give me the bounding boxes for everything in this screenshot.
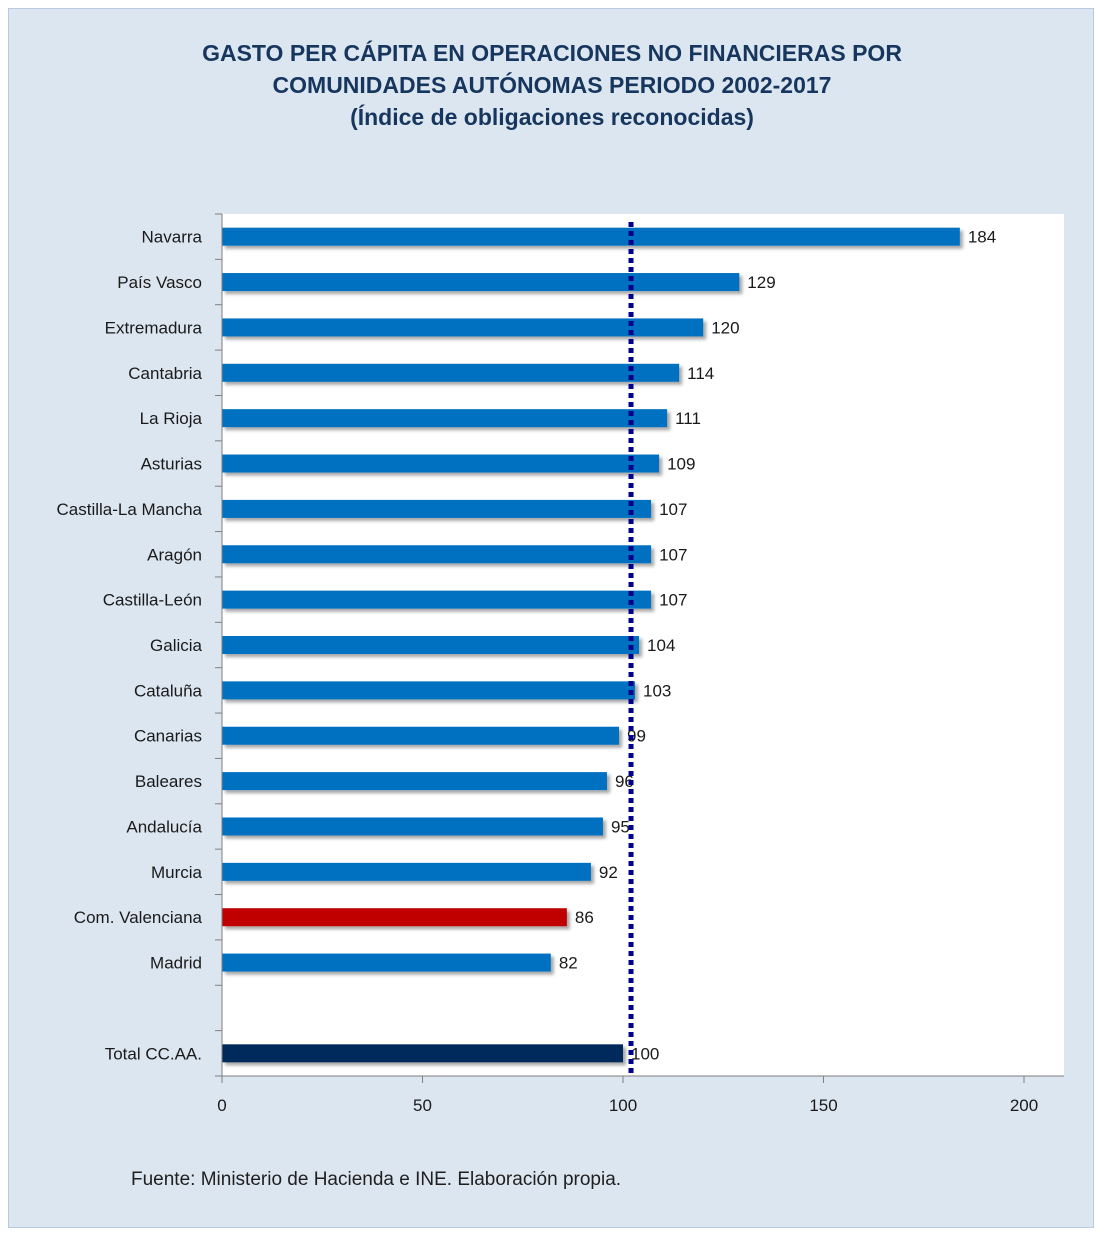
category-label-pais-vasco: País Vasco	[117, 273, 202, 292]
value-label-andalucia: 95	[611, 817, 630, 836]
source-note: Fuente: Ministerio de Hacienda e INE. El…	[131, 1169, 622, 1190]
value-label-com-valenciana: 86	[575, 908, 594, 927]
bar-cantabria	[222, 363, 680, 382]
value-label-navarra: 184	[968, 228, 996, 247]
category-label-total-cc-aa: Total CC.AA.	[105, 1044, 202, 1063]
category-label-extremadura: Extremadura	[105, 318, 203, 337]
category-label-andalucia: Andalucía	[126, 817, 202, 836]
chart-title-line-1: GASTO PER CÁPITA EN OPERACIONES NO FINAN…	[202, 40, 902, 66]
value-label-aragon: 107	[659, 545, 687, 564]
category-label-murcia: Murcia	[151, 863, 203, 882]
category-label-aragon: Aragón	[147, 545, 202, 564]
category-label-madrid: Madrid	[150, 954, 202, 973]
value-label-cataluna: 103	[643, 681, 671, 700]
category-label-galicia: Galicia	[150, 636, 203, 655]
value-label-pais-vasco: 129	[747, 273, 775, 292]
chart-title-line-3: (Índice de obligaciones reconocidas)	[350, 104, 754, 130]
x-tick-label-50: 50	[413, 1096, 432, 1115]
value-label-extremadura: 120	[711, 318, 739, 337]
category-label-baleares: Baleares	[135, 772, 202, 791]
value-label-galicia: 104	[647, 636, 675, 655]
bar-baleares	[222, 772, 607, 791]
bar-andalucia	[222, 817, 603, 836]
category-label-navarra: Navarra	[142, 228, 203, 247]
x-tick-label-200: 200	[1010, 1096, 1038, 1115]
chart-title: GASTO PER CÁPITA EN OPERACIONES NO FINAN…	[9, 37, 1095, 133]
bar-madrid	[222, 953, 551, 972]
value-label-cantabria: 114	[687, 364, 714, 383]
value-label-castilla-leon: 107	[659, 591, 687, 610]
category-label-castilla-leon: Castilla-León	[103, 591, 202, 610]
value-label-murcia: 92	[599, 863, 618, 882]
value-label-la-rioja: 111	[675, 409, 701, 428]
x-tick-label-0: 0	[217, 1096, 226, 1115]
value-label-madrid: 82	[559, 954, 578, 973]
category-label-cantabria: Cantabria	[128, 364, 202, 383]
bar-galicia	[222, 636, 640, 654]
bar-com-valenciana	[222, 908, 567, 927]
value-label-baleares: 96	[615, 772, 634, 791]
x-tick-label-150: 150	[809, 1096, 837, 1115]
bar-pais-vasco	[222, 273, 740, 292]
category-label-canarias: Canarias	[134, 727, 202, 746]
chart-title-line-2: COMUNIDADES AUTÓNOMAS PERIODO 2002-2017	[272, 72, 832, 98]
x-tick-label-100: 100	[609, 1096, 637, 1115]
bar-asturias	[222, 454, 660, 473]
value-label-castilla-la-mancha: 107	[659, 500, 687, 519]
bar-canarias	[222, 726, 619, 745]
category-label-la-rioja: La Rioja	[140, 409, 203, 428]
category-label-castilla-la-mancha: Castilla-La Mancha	[56, 500, 202, 519]
value-label-asturias: 109	[667, 455, 695, 474]
value-label-total-cc-aa: 100	[631, 1044, 659, 1063]
bar-murcia	[222, 862, 591, 881]
category-label-com-valenciana: Com. Valenciana	[74, 908, 203, 927]
bar-total-cc-aa	[222, 1044, 623, 1063]
category-label-asturias: Asturias	[141, 455, 202, 474]
bar-navarra	[222, 227, 960, 246]
bar-castilla-la-mancha	[222, 499, 652, 518]
bar-castilla-leon	[222, 590, 652, 609]
bar-extremadura	[222, 318, 704, 337]
value-label-canarias: 99	[627, 727, 646, 746]
bar-aragon	[222, 545, 652, 564]
category-label-cataluna: Cataluña	[134, 681, 203, 700]
bar-cataluna	[222, 681, 636, 700]
bar-la-rioja	[222, 409, 668, 428]
